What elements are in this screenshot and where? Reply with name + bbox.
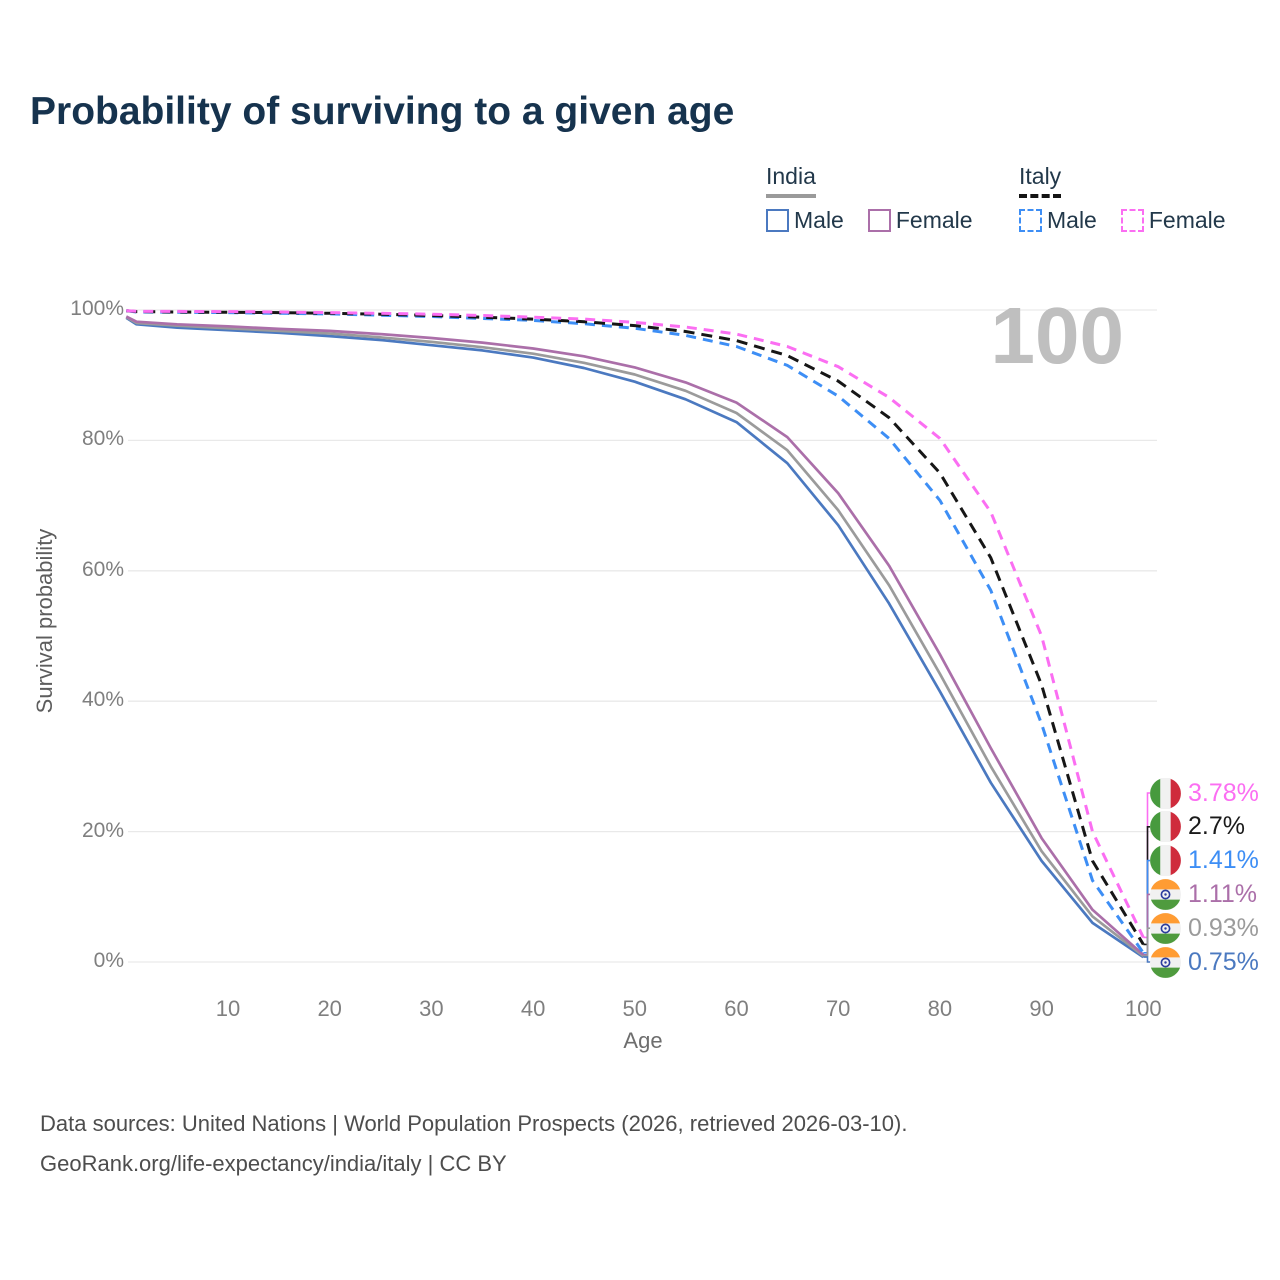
footer: Data sources: United Nations | World Pop… (40, 1104, 907, 1184)
legend-item-india-female[interactable]: Female (867, 207, 973, 234)
series-line-india-both-sexes[interactable] (125, 316, 1145, 957)
series-line-italy-both-sexes[interactable] (126, 309, 1145, 946)
x-tick-label: 20 (317, 996, 342, 1021)
x-tick-label: 40 (520, 996, 546, 1021)
y-tick-label: 80% (81, 427, 124, 451)
end-label-india-male[interactable]: 0.75% (1150, 945, 1259, 979)
legend-group-india: India Male Female (766, 163, 973, 234)
end-label-value: 1.11% (1188, 879, 1258, 908)
end-label-india-both-sexes[interactable]: 0.93% (1150, 911, 1259, 945)
end-label-connector (1143, 927, 1152, 957)
end-label-value: 0.93% (1188, 913, 1259, 942)
legend-item-italy-male[interactable]: Male (1019, 207, 1097, 234)
y-tick-label: 100% (70, 297, 124, 320)
page-title: Probability of surviving to a given age (30, 90, 735, 133)
italy-flag-icon (1150, 845, 1181, 877)
x-tick-label: 60 (724, 996, 749, 1021)
end-label-connector (1143, 956, 1152, 963)
legend-item-india-male[interactable]: Male (766, 207, 844, 234)
end-label-value: 1.41% (1188, 846, 1259, 875)
x-tick-label: 70 (825, 996, 851, 1021)
legend-label-india-male: Male (794, 207, 844, 233)
x-tick-label: 50 (622, 996, 648, 1021)
legend-item-italy-female[interactable]: Female (1120, 207, 1226, 234)
legend-group-italy: Italy Male Female (1019, 163, 1226, 234)
y-tick-label: 0% (93, 949, 124, 972)
india-flag-icon (1150, 946, 1181, 978)
legend-group-title-italy: Italy (1019, 163, 1062, 198)
x-tick-label: 100 (1124, 996, 1162, 1021)
legend-group-title-india: India (766, 163, 816, 198)
x-tick-label: 10 (215, 996, 241, 1021)
legend-items-india: Male Female (766, 207, 973, 234)
end-label-value: 3.78% (1188, 778, 1259, 807)
series-line-india-male[interactable] (125, 316, 1145, 959)
y-tick-label: 40% (81, 688, 124, 712)
x-tick-label: 30 (419, 996, 444, 1021)
legend-label-italy-female: Female (1148, 207, 1226, 233)
india-flag-icon (1150, 912, 1181, 944)
legend-label-italy-male: Male (1047, 207, 1097, 233)
y-tick-label: 20% (81, 818, 124, 842)
series-line-italy-male[interactable] (126, 309, 1145, 954)
end-label-value: 2.7% (1188, 812, 1245, 841)
end-label-italy-female[interactable]: 3.78% (1150, 776, 1259, 810)
italy-flag-icon (1150, 811, 1181, 843)
series-line-india-female[interactable] (125, 315, 1145, 956)
end-label-value: 0.75% (1188, 947, 1259, 976)
footer-attribution: GeoRank.org/life-expectancy/india/italy … (40, 1151, 507, 1176)
legend-swatch-italy-female-icon (1120, 209, 1144, 232)
x-tick-label: 90 (1029, 996, 1054, 1021)
footer-sources: Data sources: United Nations | World Pop… (40, 1111, 908, 1136)
x-axis-title: Age (623, 1028, 663, 1053)
legend-swatch-italy-male-icon (1019, 209, 1042, 232)
italy-flag-icon (1150, 777, 1181, 809)
series-line-italy-female[interactable] (126, 309, 1145, 939)
legend-items-italy: Male Female (1019, 207, 1226, 234)
legend-swatch-india-female-icon (867, 209, 891, 232)
age-cursor-watermark: 100 (990, 291, 1124, 380)
end-label-italy-male[interactable]: 1.41% (1150, 844, 1259, 878)
legend-label-india-female: Female (895, 207, 973, 233)
india-flag-icon (1150, 878, 1181, 910)
end-label-italy-both-sexes[interactable]: 2.7% (1150, 810, 1245, 844)
end-label-india-female[interactable]: 1.11% (1150, 877, 1257, 911)
x-tick-label: 80 (927, 996, 953, 1021)
legend-swatch-india-male-icon (766, 209, 789, 232)
end-label-connector (1143, 893, 1152, 956)
y-tick-label: 60% (81, 557, 124, 581)
